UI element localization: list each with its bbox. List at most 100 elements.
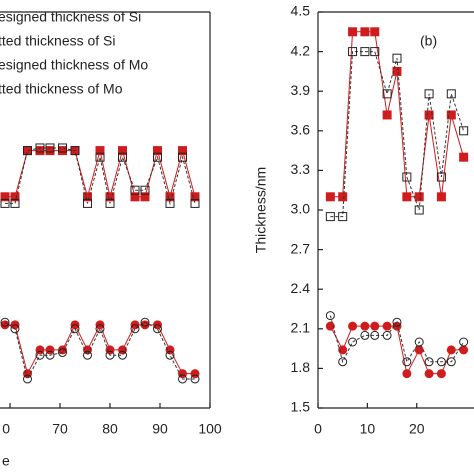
circle-marker	[360, 330, 370, 340]
circle-marker	[436, 357, 446, 367]
square-marker	[35, 143, 45, 153]
square-marker	[190, 198, 200, 208]
y-tick-label: 2.1	[291, 320, 311, 336]
square-marker	[0, 192, 10, 202]
square-marker	[436, 172, 446, 182]
square-marker	[392, 53, 402, 63]
square-marker	[165, 192, 175, 202]
square-marker	[382, 89, 392, 99]
square-marker	[58, 143, 67, 153]
circle-marker	[325, 311, 335, 321]
x-tick-label: 0	[2, 421, 10, 437]
circle-marker	[165, 350, 175, 360]
square-marker	[10, 192, 20, 202]
series-line	[329, 325, 464, 376]
circle-marker	[424, 369, 434, 379]
legend-label: tted thickness of Si	[0, 33, 116, 49]
square-marker	[446, 110, 456, 120]
circle-marker	[392, 317, 402, 327]
square-marker	[446, 89, 456, 99]
y-tick-label: 1.5	[291, 399, 311, 415]
square-marker	[10, 198, 20, 208]
circle-marker	[338, 357, 348, 367]
y-tick-label: 1.8	[291, 359, 311, 375]
square-marker	[459, 152, 469, 162]
x-tick-label: 70	[52, 421, 68, 437]
circle-marker	[130, 324, 140, 334]
square-marker	[153, 152, 162, 162]
square-marker	[348, 47, 358, 57]
x-axis-label: e	[2, 453, 10, 469]
square-marker	[360, 27, 370, 37]
square-marker	[414, 205, 424, 215]
series-line	[330, 31, 465, 198]
circle-marker	[382, 330, 392, 340]
circle-marker	[23, 374, 32, 384]
square-marker	[130, 192, 140, 202]
square-marker	[105, 192, 115, 202]
circle-marker	[446, 345, 456, 355]
legend-label: tted thickness of Mo	[0, 81, 123, 97]
circle-marker	[325, 321, 335, 331]
legend-label: esigned thickness of Si	[0, 9, 141, 25]
square-marker	[370, 47, 380, 57]
series-line	[329, 315, 465, 364]
circle-marker	[414, 337, 424, 347]
circle-marker	[58, 345, 67, 355]
square-marker	[178, 152, 187, 162]
square-marker	[118, 146, 127, 156]
legend-label: esigned thickness of Mo	[0, 57, 148, 73]
square-marker	[325, 212, 335, 222]
circle-marker	[45, 350, 55, 360]
circle-marker	[348, 321, 358, 331]
circle-marker	[402, 357, 412, 367]
annotation: (b)	[420, 33, 437, 49]
circle-marker	[459, 345, 469, 355]
y-tick-label: 4.2	[291, 42, 311, 58]
square-marker	[370, 27, 380, 37]
circle-marker	[70, 324, 80, 334]
circle-marker	[118, 350, 127, 360]
square-marker	[436, 192, 446, 202]
square-marker	[23, 146, 32, 156]
square-marker	[178, 146, 187, 156]
square-marker	[338, 212, 348, 222]
x-tick-label: 20	[409, 421, 425, 437]
x-tick-label: 80	[102, 421, 118, 437]
circle-marker	[105, 350, 115, 360]
circle-marker	[140, 317, 150, 327]
series-line	[4, 321, 195, 381]
square-marker	[130, 185, 140, 195]
circle-marker	[153, 324, 162, 334]
square-marker	[190, 192, 200, 202]
circle-marker	[35, 350, 45, 360]
square-marker	[382, 110, 392, 120]
square-marker	[414, 192, 424, 202]
y-tick-label: 3.9	[291, 82, 311, 98]
circle-marker	[436, 369, 446, 379]
square-marker	[45, 143, 55, 153]
square-marker	[140, 185, 150, 195]
square-marker	[0, 198, 10, 208]
square-marker	[83, 198, 92, 208]
square-marker	[424, 89, 434, 99]
y-tick-label: 3.3	[291, 161, 311, 177]
circle-marker	[402, 369, 412, 379]
series-line	[330, 51, 465, 218]
circle-marker	[83, 350, 92, 360]
square-marker	[70, 146, 80, 156]
circle-marker	[360, 321, 370, 331]
y-tick-label: 3.0	[291, 201, 311, 217]
circle-marker	[338, 345, 348, 355]
circle-marker	[178, 374, 187, 384]
square-marker	[95, 152, 105, 162]
circle-marker	[382, 321, 392, 331]
square-marker	[348, 27, 358, 37]
x-tick-label: 0	[314, 421, 322, 437]
circle-marker	[0, 320, 10, 330]
circle-marker	[424, 357, 434, 367]
y-axis-label: Thickness/nm	[253, 167, 269, 253]
y-tick-label: 2.7	[291, 240, 311, 256]
circle-marker	[459, 337, 469, 347]
